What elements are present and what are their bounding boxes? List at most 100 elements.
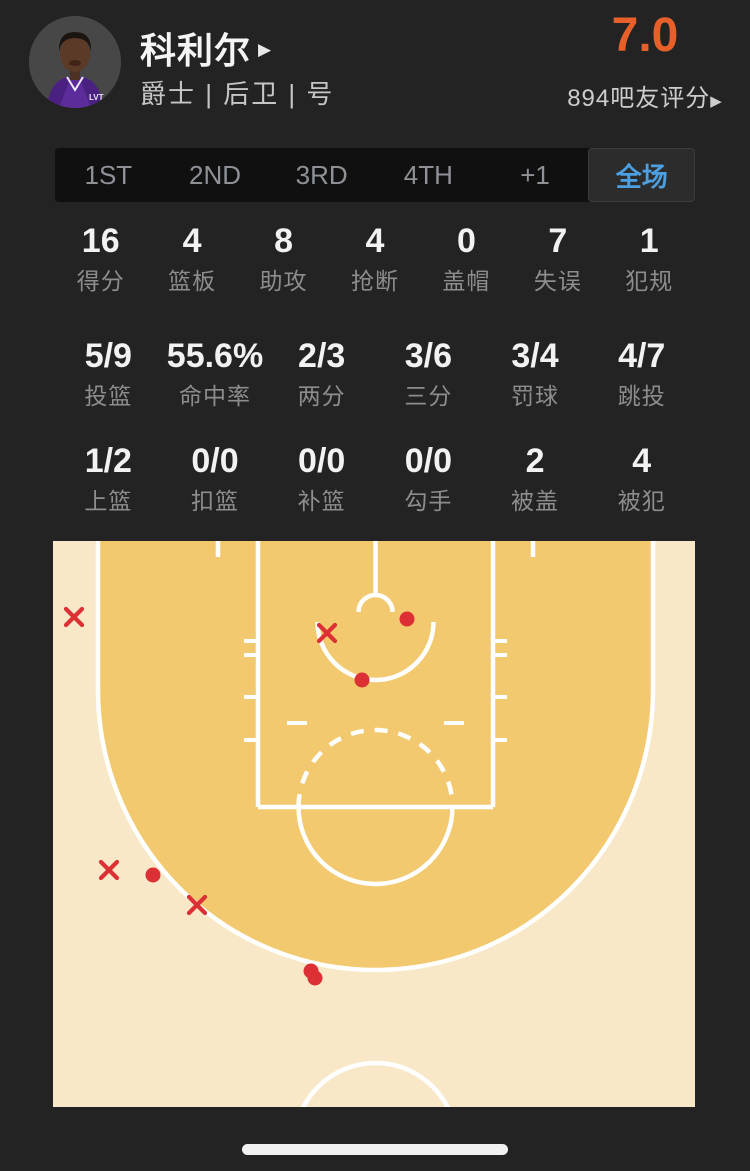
rating-caption: 894吧友评分▶ (540, 78, 750, 113)
stat-label: 三分 (404, 383, 453, 409)
stat-label: 两分 (297, 383, 346, 409)
stat-value: 3/4 (511, 337, 559, 375)
player-name-row[interactable]: 科利尔 ▶ (140, 22, 271, 74)
stat-value: 4 (632, 442, 652, 480)
stat-rebounds: 4 篮板 (146, 220, 237, 300)
stat-value: 4/7 (618, 337, 666, 375)
stat-label: 跳投 (617, 383, 666, 409)
jersey-text: LVT (89, 93, 104, 102)
tab-ot[interactable]: +1 (520, 159, 550, 190)
shot-chart-svg (53, 541, 695, 1107)
stat-steals: 4 抢断 (329, 220, 420, 300)
stat-label: 命中率 (179, 383, 251, 409)
free-throw-circle-dashed (296, 727, 455, 808)
shot-made-marker (303, 963, 319, 979)
stat-label: 罚球 (511, 383, 560, 409)
shot-made-marker (354, 672, 370, 688)
center-circle (300, 1060, 451, 1107)
stat-fouls: 1 犯规 (604, 220, 695, 300)
stat-value: 1 (639, 222, 659, 260)
stat-value: 2 (525, 442, 545, 480)
player-info: 爵士 | 后卫 | 号 (140, 79, 335, 109)
stat-label: 勾手 (404, 488, 453, 514)
stat-value: 16 (81, 222, 120, 260)
stat-fg: 5/9 投篮 (55, 335, 162, 415)
two-point-zone (98, 541, 653, 970)
stat-value: 4 (365, 222, 385, 260)
tab-3rd[interactable]: 3RD (295, 159, 348, 190)
stat-label: 投篮 (84, 383, 133, 409)
stat-label: 补篮 (297, 488, 346, 514)
stat-label: 盖帽 (442, 268, 491, 294)
stat-label: 被盖 (511, 488, 560, 514)
shot-miss-marker (63, 606, 85, 628)
stat-value: 2/3 (298, 337, 346, 375)
stat-label: 助攻 (259, 268, 308, 294)
stat-hooks: 0/0 勾手 (375, 440, 482, 520)
stat-label: 抢断 (350, 268, 399, 294)
stat-assists: 8 助攻 (238, 220, 329, 300)
tab-1st[interactable]: 1ST (84, 159, 133, 190)
stat-value: 8 (274, 222, 294, 260)
restricted-area-arc (315, 621, 436, 683)
tab-full-game[interactable]: 全场 (588, 148, 696, 202)
stat-dunks: 0/0 扣篮 (162, 440, 269, 520)
shot-miss-marker (316, 622, 338, 644)
stat-jumpers: 4/7 跳投 (588, 335, 695, 415)
caret-right-icon: ▶ (258, 40, 272, 59)
rating-value: 7.0 (611, 9, 679, 62)
stat-value: 1/2 (84, 442, 132, 480)
rating-caption-text: 894吧友评分 (567, 85, 711, 112)
tab-2nd[interactable]: 2ND (189, 159, 242, 190)
shot-markers (63, 606, 415, 986)
stat-value: 0/0 (191, 442, 239, 480)
stat-ft: 3/4 罚球 (482, 335, 589, 415)
stat-value: 0/0 (298, 442, 346, 480)
stat-tipins: 0/0 补篮 (268, 440, 375, 520)
shot-miss-marker (98, 859, 120, 881)
shot-made-marker (145, 867, 161, 883)
free-throw-circle-solid (296, 806, 455, 887)
stat-2pt: 2/3 两分 (268, 335, 375, 415)
home-indicator-bar[interactable] (242, 1144, 508, 1155)
stat-value: 4 (182, 222, 202, 260)
stat-3pt: 3/6 三分 (375, 335, 482, 415)
stat-points: 16 得分 (55, 220, 146, 300)
caret-right-icon: ▶ (710, 93, 723, 110)
stat-label: 扣篮 (191, 488, 239, 514)
stat-turnovers: 7 失误 (512, 220, 603, 300)
stat-blocks: 0 盖帽 (421, 220, 512, 300)
stat-layups: 1/2 上篮 (55, 440, 162, 520)
stats-row-basic: 16 得分 4 篮板 8 助攻 4 抢断 0 盖帽 7 失误 1 犯规 (55, 220, 695, 300)
baseline-ticks (215, 541, 536, 557)
stat-label: 犯规 (625, 268, 674, 294)
stat-value: 7 (548, 222, 568, 260)
stat-label: 得分 (76, 268, 125, 294)
stats-row-shooting: 5/9 投篮 55.6% 命中率 2/3 两分 3/6 三分 3/4 罚球 4/7 跳投 (55, 335, 695, 415)
stat-value: 55.6% (166, 337, 264, 375)
quarter-tabbar: 1ST 2ND 3RD 4TH +1 全场 (55, 148, 696, 202)
lane-hash-marks (244, 639, 507, 742)
stat-value: 0/0 (404, 442, 452, 480)
player-name: 科利尔 (140, 30, 252, 71)
stats-row-shot-types: 1/2 上篮 0/0 扣篮 0/0 补篮 0/0 勾手 2 被盖 4 被犯 (55, 440, 695, 520)
rim (356, 541, 395, 613)
player-avatar[interactable]: LVT (29, 16, 121, 108)
rating-box[interactable]: 7.0 894吧友评分▶ (540, 10, 750, 113)
stat-value: 3/6 (404, 337, 452, 375)
stat-fouls-drawn: 4 被犯 (588, 440, 695, 520)
player-avatar-image: LVT (29, 16, 121, 108)
stat-label: 篮板 (168, 268, 217, 294)
stat-fg-pct: 55.6% 命中率 (162, 335, 269, 415)
lane-lines (255, 541, 496, 810)
stat-blocked-against: 2 被盖 (482, 440, 589, 520)
stat-label: 失误 (533, 268, 582, 294)
stat-value: 0 (456, 222, 476, 260)
three-point-line (95, 541, 656, 973)
shot-made-marker (399, 611, 415, 627)
stat-value: 5/9 (84, 337, 132, 375)
tab-4th[interactable]: 4TH (403, 159, 453, 190)
shot-chart (53, 541, 695, 1107)
shot-miss-marker (186, 894, 208, 916)
stat-label: 被犯 (617, 488, 666, 514)
